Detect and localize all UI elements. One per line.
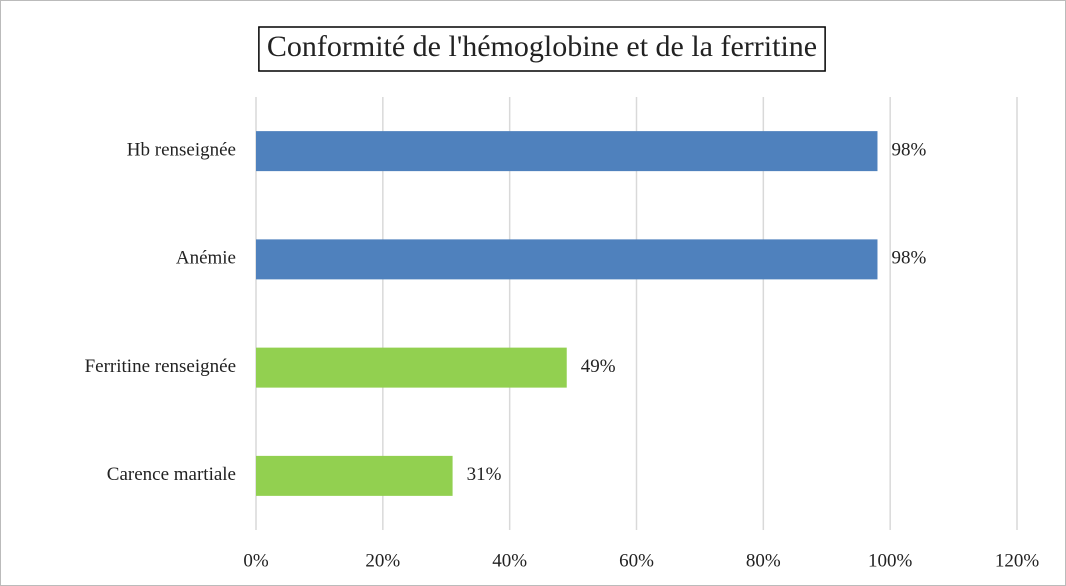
x-tick-label: 80% [746,550,781,571]
x-tick-label: 60% [619,550,654,571]
y-tick-label: Anémie [176,248,236,269]
x-tick-label: 100% [868,550,913,571]
data-label: 31% [467,464,502,485]
title-box [258,26,826,72]
y-tick-label: Hb renseignée [127,139,236,160]
x-tick-label: 120% [995,550,1040,571]
y-tick-label: Ferritine renseignée [85,356,236,377]
y-tick-label: Carence martiale [107,464,236,485]
bar [256,455,453,496]
data-label: 49% [581,356,616,377]
data-label: 98% [891,139,926,160]
chart-title: Conformité de l'hémoglobine et de la fer… [267,30,817,63]
bar [256,131,878,172]
bar [256,239,878,280]
bar [256,347,567,388]
x-tick-label: 0% [243,550,269,571]
x-tick-label: 20% [365,550,400,571]
x-tick-label: 40% [492,550,527,571]
data-label: 98% [891,248,926,269]
